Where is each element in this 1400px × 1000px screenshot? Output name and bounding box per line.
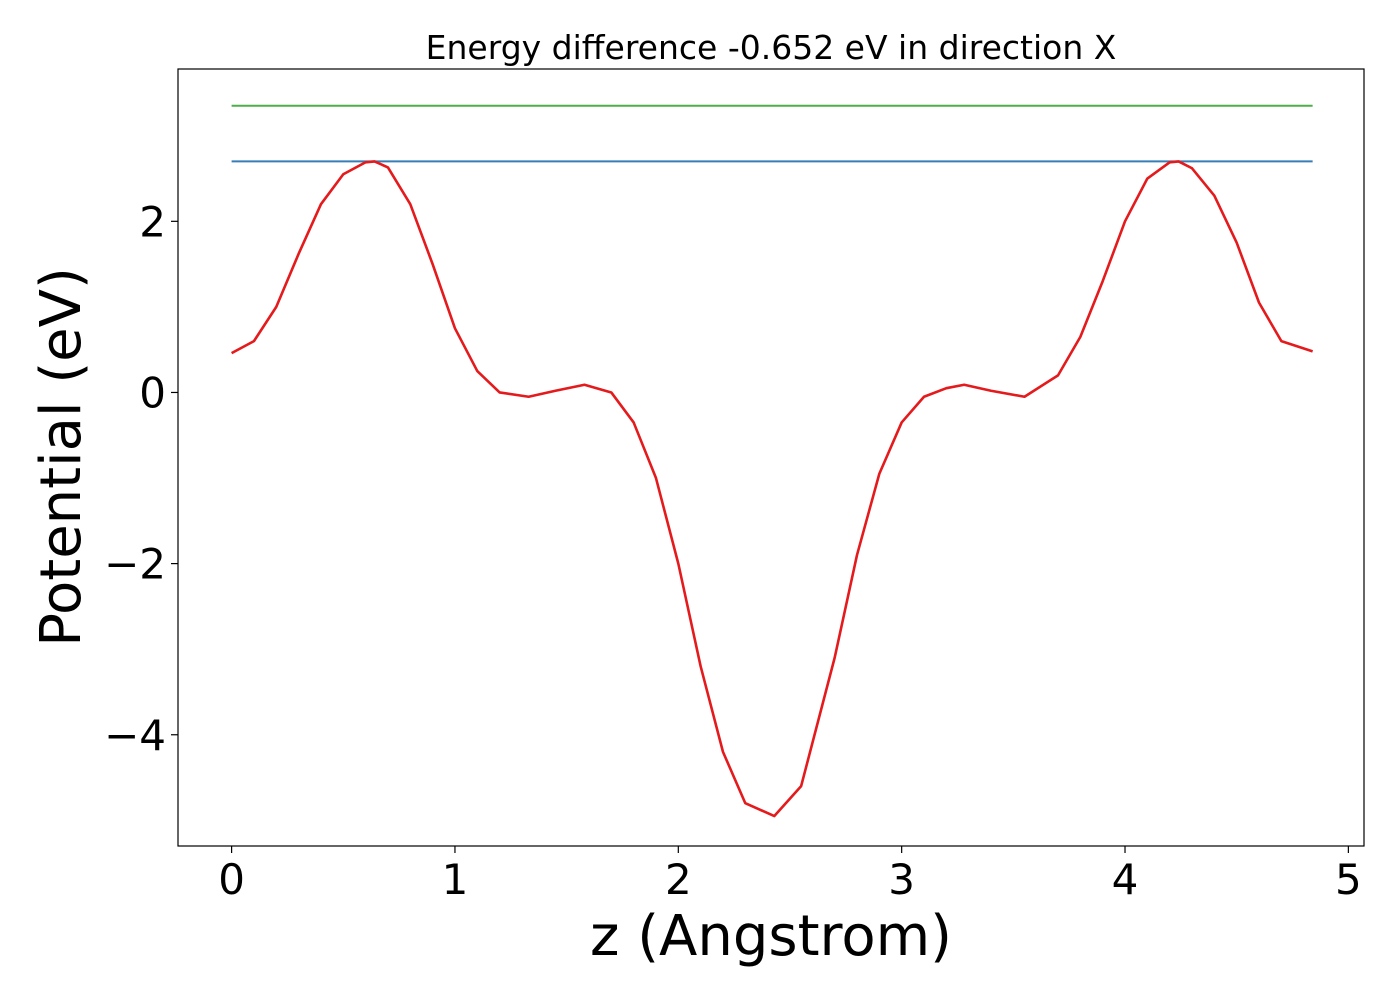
x-tick-label: 1 (442, 855, 469, 904)
y-axis-label: Potential (eV) (29, 267, 94, 647)
series-layer (230, 104, 1314, 818)
x-tick-label: 0 (218, 855, 245, 904)
x-tick-label: 5 (1335, 855, 1362, 904)
y-tick-label: 0 (139, 368, 166, 417)
x-tick-label: 2 (665, 855, 692, 904)
x-tick-label: 4 (1112, 855, 1139, 904)
chart-title: Energy difference -0.652 eV in direction… (426, 28, 1117, 67)
y-tick-label: −4 (104, 711, 166, 760)
x-axis-label: z (Angstrom) (590, 904, 952, 969)
y-axis-ticks: 2 0 −2 −4 (104, 197, 178, 760)
plot-area (177, 68, 1365, 847)
x-tick-label: 3 (888, 855, 915, 904)
series-line-0 (230, 160, 1314, 818)
x-axis-ticks: 0 1 2 3 4 5 (218, 846, 1362, 904)
y-tick-label: −2 (104, 540, 166, 589)
y-tick-label: 2 (139, 197, 166, 246)
